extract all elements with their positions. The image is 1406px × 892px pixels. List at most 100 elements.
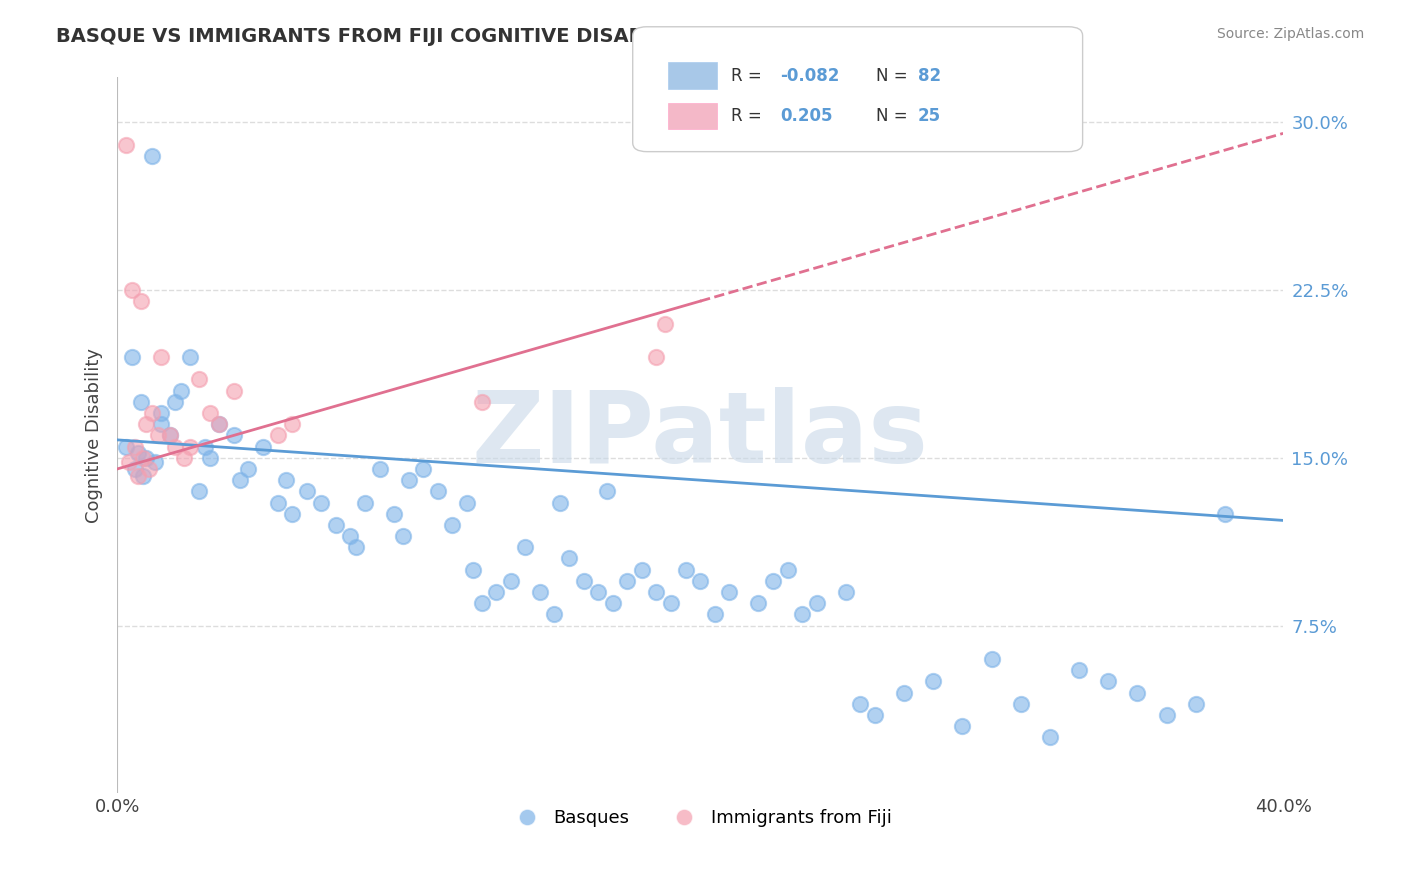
Text: 25: 25 (918, 107, 941, 125)
Text: N =: N = (876, 67, 912, 85)
Text: ZIPatlas: ZIPatlas (471, 387, 928, 483)
Point (149, 417, 172, 432)
Point (689, 574, 711, 588)
Point (238, 462, 260, 476)
Point (124, 462, 146, 476)
Point (792, 607, 814, 622)
Point (456, 495, 478, 509)
Point (499, 574, 522, 588)
Point (398, 473, 420, 487)
Text: Source: ZipAtlas.com: Source: ZipAtlas.com (1216, 27, 1364, 41)
Point (675, 563, 697, 577)
Point (170, 384, 193, 398)
Text: 82: 82 (918, 67, 941, 85)
Point (461, 563, 484, 577)
Point (441, 517, 464, 532)
Point (344, 541, 367, 555)
Point (382, 507, 405, 521)
Point (295, 484, 318, 499)
Point (339, 529, 361, 543)
Point (596, 484, 619, 499)
Point (426, 484, 449, 499)
Point (173, 450, 195, 465)
Point (159, 428, 181, 442)
Point (266, 428, 288, 442)
Point (558, 551, 581, 566)
Point (631, 563, 654, 577)
Point (132, 468, 155, 483)
Point (806, 596, 828, 610)
Point (980, 652, 1002, 666)
Point (1010, 697, 1032, 711)
Point (121, 283, 143, 297)
Point (118, 455, 141, 469)
Point (165, 440, 187, 454)
Point (529, 585, 551, 599)
Point (616, 574, 638, 588)
Point (266, 495, 288, 509)
Point (893, 686, 915, 700)
Point (208, 417, 231, 432)
Point (252, 440, 274, 454)
Point (645, 585, 668, 599)
Point (115, 137, 138, 152)
Point (1126, 686, 1149, 700)
Point (1213, 507, 1236, 521)
Point (412, 462, 434, 476)
Point (645, 350, 668, 364)
Point (659, 596, 682, 610)
Point (835, 585, 858, 599)
Point (179, 350, 201, 364)
Point (309, 495, 332, 509)
Text: R =: R = (731, 67, 768, 85)
Point (952, 719, 974, 733)
Point (1156, 708, 1178, 723)
Point (572, 574, 595, 588)
Point (146, 428, 169, 442)
Point (138, 462, 160, 476)
Point (129, 294, 152, 309)
Point (179, 440, 201, 454)
Point (515, 541, 537, 555)
Point (703, 607, 725, 622)
Point (276, 473, 298, 487)
Text: BASQUE VS IMMIGRANTS FROM FIJI COGNITIVE DISABILITY CORRELATION CHART: BASQUE VS IMMIGRANTS FROM FIJI COGNITIVE… (56, 27, 938, 45)
Point (776, 563, 799, 577)
Point (129, 394, 152, 409)
Point (222, 428, 245, 442)
Point (863, 708, 886, 723)
Point (368, 462, 391, 476)
Point (747, 596, 769, 610)
Point (159, 428, 181, 442)
Point (470, 596, 492, 610)
Point (586, 585, 609, 599)
Point (149, 350, 172, 364)
Point (325, 517, 347, 532)
Point (548, 495, 571, 509)
Point (1067, 663, 1090, 677)
Point (141, 406, 163, 420)
Legend: Basques, Immigrants from Fiji: Basques, Immigrants from Fiji (502, 802, 898, 834)
Text: 0.205: 0.205 (780, 107, 832, 125)
Point (849, 697, 872, 711)
Point (127, 446, 149, 460)
Point (1184, 697, 1206, 711)
Point (141, 149, 163, 163)
Point (922, 674, 945, 689)
Point (470, 394, 492, 409)
Point (187, 372, 209, 386)
Point (936, 127, 959, 141)
Point (654, 317, 676, 331)
Point (718, 585, 741, 599)
Point (194, 440, 217, 454)
Point (228, 473, 250, 487)
Point (124, 440, 146, 454)
Point (1039, 731, 1062, 745)
Point (127, 468, 149, 483)
Point (1097, 674, 1119, 689)
Point (602, 596, 624, 610)
Point (143, 455, 166, 469)
Point (281, 417, 304, 432)
Point (115, 440, 138, 454)
Point (281, 507, 304, 521)
